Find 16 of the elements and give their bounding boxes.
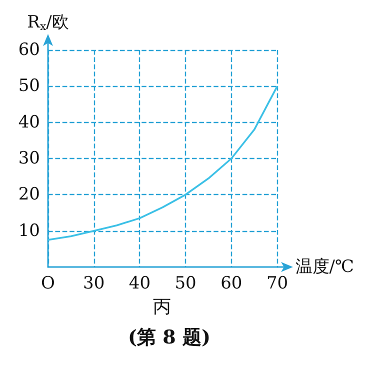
x-tick-label: 40 <box>128 274 151 294</box>
x-tick-label: 60 <box>220 274 242 294</box>
x-tick-label: 70 <box>266 274 288 294</box>
x-tick-label: O <box>41 274 55 294</box>
y-tick-label: 40 <box>18 112 40 132</box>
y-tick-label: 10 <box>18 220 40 241</box>
text: (第 8 题) <box>128 326 210 348</box>
x-tick-label: 50 <box>174 274 196 294</box>
text: 丙 <box>153 296 171 318</box>
y-tick-label: 30 <box>18 148 40 168</box>
y-tick-label: 50 <box>18 76 40 96</box>
line-series <box>47 85 278 241</box>
x-axis-title: 温度/℃ <box>295 257 354 277</box>
y-tick-label: 60 <box>18 40 40 60</box>
y-tick-label: 20 <box>18 184 40 205</box>
x-tick-label: 30 <box>83 274 105 294</box>
